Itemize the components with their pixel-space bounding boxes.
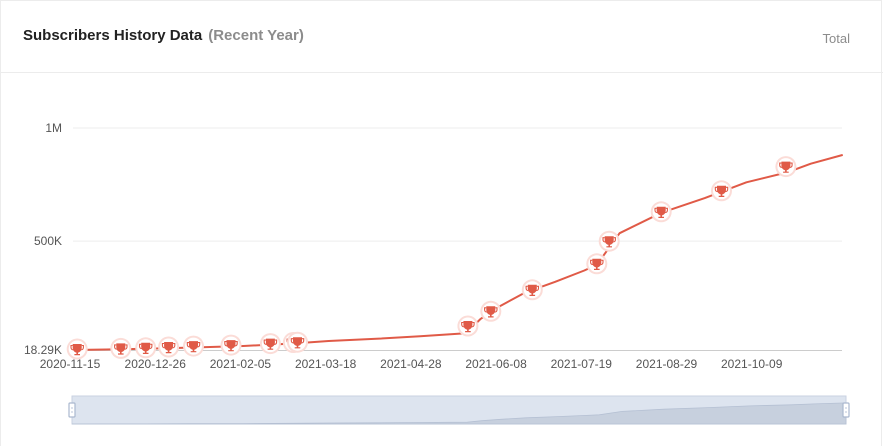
milestone-marker: [598, 230, 620, 252]
x-tick-label: 2021-02-05: [210, 357, 272, 371]
card-title: Subscribers History Data (Recent Year): [23, 27, 304, 44]
milestone-marker: [521, 279, 543, 301]
trophy-icon: [141, 342, 151, 354]
milestone-marker: [586, 253, 608, 275]
zoom-handle-grip: [842, 402, 850, 418]
trophy-icon: [717, 185, 726, 197]
milestone-marker: [711, 180, 732, 202]
trophy-icon: [72, 344, 82, 356]
zoom-slider-area: [71, 402, 847, 425]
trophy-handles: [602, 237, 616, 243]
trophy-handles: [590, 259, 604, 266]
x-tick-label: 2021-07-19: [551, 357, 613, 371]
milestone-marker: [287, 331, 308, 353]
x-tick-label: 2021-10-09: [721, 357, 783, 371]
milestone-marker: [220, 334, 242, 356]
milestone-marker: [66, 338, 88, 360]
milestone-marker: [650, 201, 672, 223]
y-tick-label: 18.29K: [24, 343, 62, 357]
trophy-handles: [138, 343, 153, 350]
milestone-marker: [259, 333, 281, 355]
x-tick-label: 2021-03-18: [295, 357, 357, 371]
milestone-marker: [110, 337, 132, 359]
trophy-handles: [290, 338, 305, 344]
trophy-icon: [293, 337, 302, 349]
trophy-icon: [265, 338, 275, 350]
trophy-handles: [161, 342, 176, 349]
trophy-icon: [604, 236, 614, 248]
milestone-marker: [135, 337, 157, 359]
card-title-text: Subscribers History Data: [23, 27, 203, 44]
card-subtitle: (Recent Year): [208, 27, 304, 44]
trophy-icon: [527, 284, 537, 296]
zoom-handle-right[interactable]: [842, 402, 850, 418]
x-tick-label: 2021-04-28: [380, 357, 442, 371]
card-header: Subscribers History Data (Recent Year) To…: [1, 1, 883, 73]
trophy-handles: [525, 285, 540, 292]
trophy-icon: [226, 340, 236, 352]
milestone-marker: [480, 300, 502, 322]
total-toggle[interactable]: Total: [822, 31, 850, 46]
y-tick-label: 1M: [45, 121, 62, 135]
milestone-marker: [457, 315, 479, 337]
trophy-handles: [779, 162, 793, 168]
zoom-handle-left[interactable]: [68, 402, 76, 418]
trophy-handles: [263, 339, 278, 345]
trophy-icon: [463, 321, 473, 333]
x-tick-label: 2021-08-29: [636, 357, 698, 371]
trophy-handles: [186, 342, 201, 348]
x-tick-label: 2020-12-26: [125, 357, 187, 371]
milestone-marker: [775, 156, 797, 178]
trophy-icon: [189, 341, 198, 353]
trophy-handles: [70, 344, 84, 351]
trophy-handles: [654, 207, 668, 214]
milestone-marker: [158, 336, 180, 358]
trophy-handles: [114, 344, 128, 350]
trophy-icon: [116, 343, 126, 355]
trophy-icon: [656, 206, 666, 218]
zoom-handle-grip: [68, 402, 76, 418]
trophy-icon: [164, 342, 174, 354]
milestone-marker: [183, 335, 204, 357]
trophy-icon: [486, 306, 496, 318]
trophy-handles: [224, 341, 238, 347]
trophy-icon: [781, 161, 791, 173]
y-tick-label: 500K: [34, 234, 62, 248]
trophy-handles: [714, 186, 729, 193]
trophy-handles: [461, 321, 475, 328]
x-tick-label: 2021-06-08: [465, 357, 527, 371]
subscribers-line-chart: 18.29K 500K 1M 2020-11-15 2020-12-26 2021-02…: [24, 121, 850, 425]
trophy-icon: [592, 258, 602, 270]
x-tick-label: 2020-11-15: [40, 357, 101, 371]
trophy-handles: [484, 307, 498, 313]
